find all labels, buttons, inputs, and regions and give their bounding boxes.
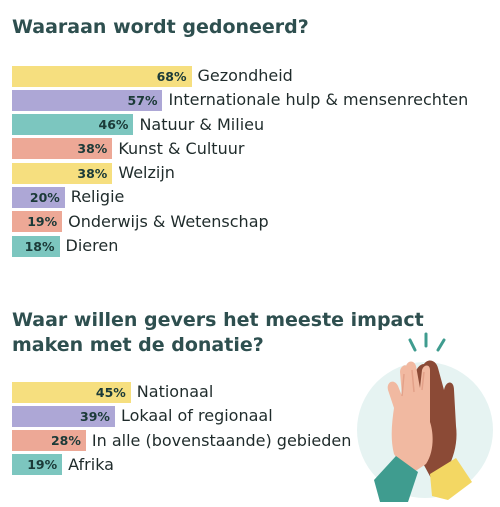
bar-value-label: 45% (95, 384, 126, 400)
section-title-impact-areas: Waar willen gevers het meeste impact mak… (12, 309, 424, 356)
bar-category-label: Dieren (65, 236, 119, 256)
spark-lines-icon (408, 332, 446, 352)
bar-category-label: Afrika (68, 454, 114, 474)
bar: 57% (12, 89, 163, 111)
finger-lines (401, 369, 425, 397)
bar: 39% (12, 405, 115, 427)
teal-sleeve (374, 456, 418, 502)
bar-category-label: Kunst & Cultuur (118, 138, 245, 158)
light-hand (387, 361, 433, 476)
bar: 45% (12, 381, 131, 403)
bar-category-label: Onderwijs & Wetenschap (68, 211, 269, 231)
bar: 18% (12, 235, 60, 257)
bar-value-label: 18% (24, 238, 55, 254)
bar-value-label: 68% (156, 68, 187, 84)
bar-value-label: 46% (98, 117, 129, 133)
bar-category-label: Gezondheid (197, 66, 293, 85)
bar: 38% (12, 138, 113, 160)
bar: 38% (12, 162, 113, 184)
bar-value-label: 57% (127, 92, 158, 108)
bar: 46% (12, 114, 134, 136)
bar: 28% (12, 430, 86, 452)
bar: 68% (12, 65, 192, 87)
high-five-icon (357, 332, 493, 502)
bar: 19% (12, 454, 63, 476)
bar-value-label: 38% (77, 165, 108, 181)
bar: 20% (12, 187, 65, 209)
bar-value-label: 19% (27, 457, 58, 473)
bar-category-label: Lokaal of regionaal (120, 406, 273, 426)
bar-category-label: Welzijn (118, 163, 175, 183)
section-title-donation-causes: Waaraan wordt gedoneerd? (12, 16, 309, 38)
bar-category-label: Internationale hulp & mensenrechten (168, 90, 469, 110)
yellow-sleeve (430, 458, 472, 500)
bar-value-label: 38% (77, 141, 108, 157)
bar-value-label: 19% (27, 214, 58, 230)
bar: 19% (12, 211, 63, 233)
bar-category-label: In alle (bovenstaande) gebieden (91, 430, 352, 450)
bar-category-label: Nationaal (136, 382, 214, 401)
bar-category-label: Religie (70, 187, 125, 207)
bar-value-label: 20% (29, 190, 60, 206)
bar-value-label: 39% (80, 408, 110, 424)
bar-value-label: 28% (50, 433, 81, 449)
bar-category-label: Natuur & Milieu (139, 114, 265, 134)
